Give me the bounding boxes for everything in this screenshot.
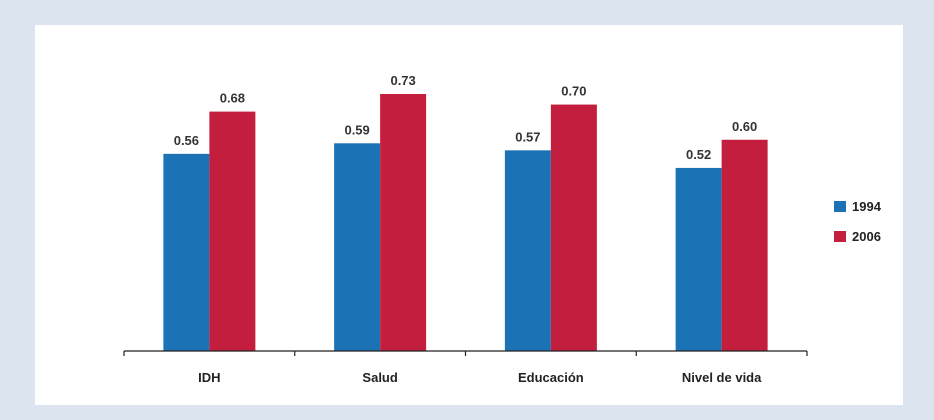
legend-label: 2006 bbox=[852, 229, 881, 244]
value-label: 0.70 bbox=[561, 84, 586, 99]
value-label: 0.52 bbox=[686, 147, 711, 162]
bar-1994-3 bbox=[675, 167, 722, 351]
category-labels-group: IDH Salud Educación Nivel de vida bbox=[198, 370, 762, 385]
bar-1994-1 bbox=[334, 143, 381, 351]
value-label: 0.56 bbox=[174, 133, 199, 148]
category-label: Educación bbox=[518, 370, 584, 385]
legend: 1994 2006 bbox=[834, 199, 882, 244]
category-label: IDH bbox=[198, 370, 220, 385]
bar-1994-2 bbox=[504, 150, 551, 351]
legend-swatch bbox=[834, 231, 846, 242]
legend-item-2006: 2006 bbox=[834, 229, 881, 244]
value-label: 0.68 bbox=[220, 91, 245, 106]
bar-2006-3 bbox=[721, 139, 768, 351]
value-label: 0.60 bbox=[732, 119, 757, 134]
chart-panel: 0.56 0.68 0.59 0.73 0.57 0.70 0.52 0.60 IDH Salu… bbox=[35, 25, 903, 405]
grouped-bar-chart: 0.56 0.68 0.59 0.73 0.57 0.70 0.52 0.60 IDH Salu… bbox=[123, 73, 882, 385]
bar-2006-0 bbox=[209, 111, 256, 351]
category-label: Nivel de vida bbox=[682, 370, 762, 385]
bar-2006-1 bbox=[380, 94, 427, 351]
legend-label: 1994 bbox=[852, 199, 882, 214]
legend-item-1994: 1994 bbox=[834, 199, 882, 214]
value-label: 0.57 bbox=[515, 129, 540, 144]
x-axis-ticks bbox=[123, 351, 808, 356]
bar-2006-2 bbox=[550, 104, 597, 351]
value-labels-group: 0.56 0.68 0.59 0.73 0.57 0.70 0.52 0.60 bbox=[174, 73, 758, 162]
bars-group bbox=[163, 94, 768, 351]
bar-1994-0 bbox=[163, 153, 210, 351]
category-label: Salud bbox=[362, 370, 397, 385]
value-label: 0.59 bbox=[344, 122, 369, 137]
value-label: 0.73 bbox=[390, 73, 415, 88]
legend-swatch bbox=[834, 201, 846, 212]
